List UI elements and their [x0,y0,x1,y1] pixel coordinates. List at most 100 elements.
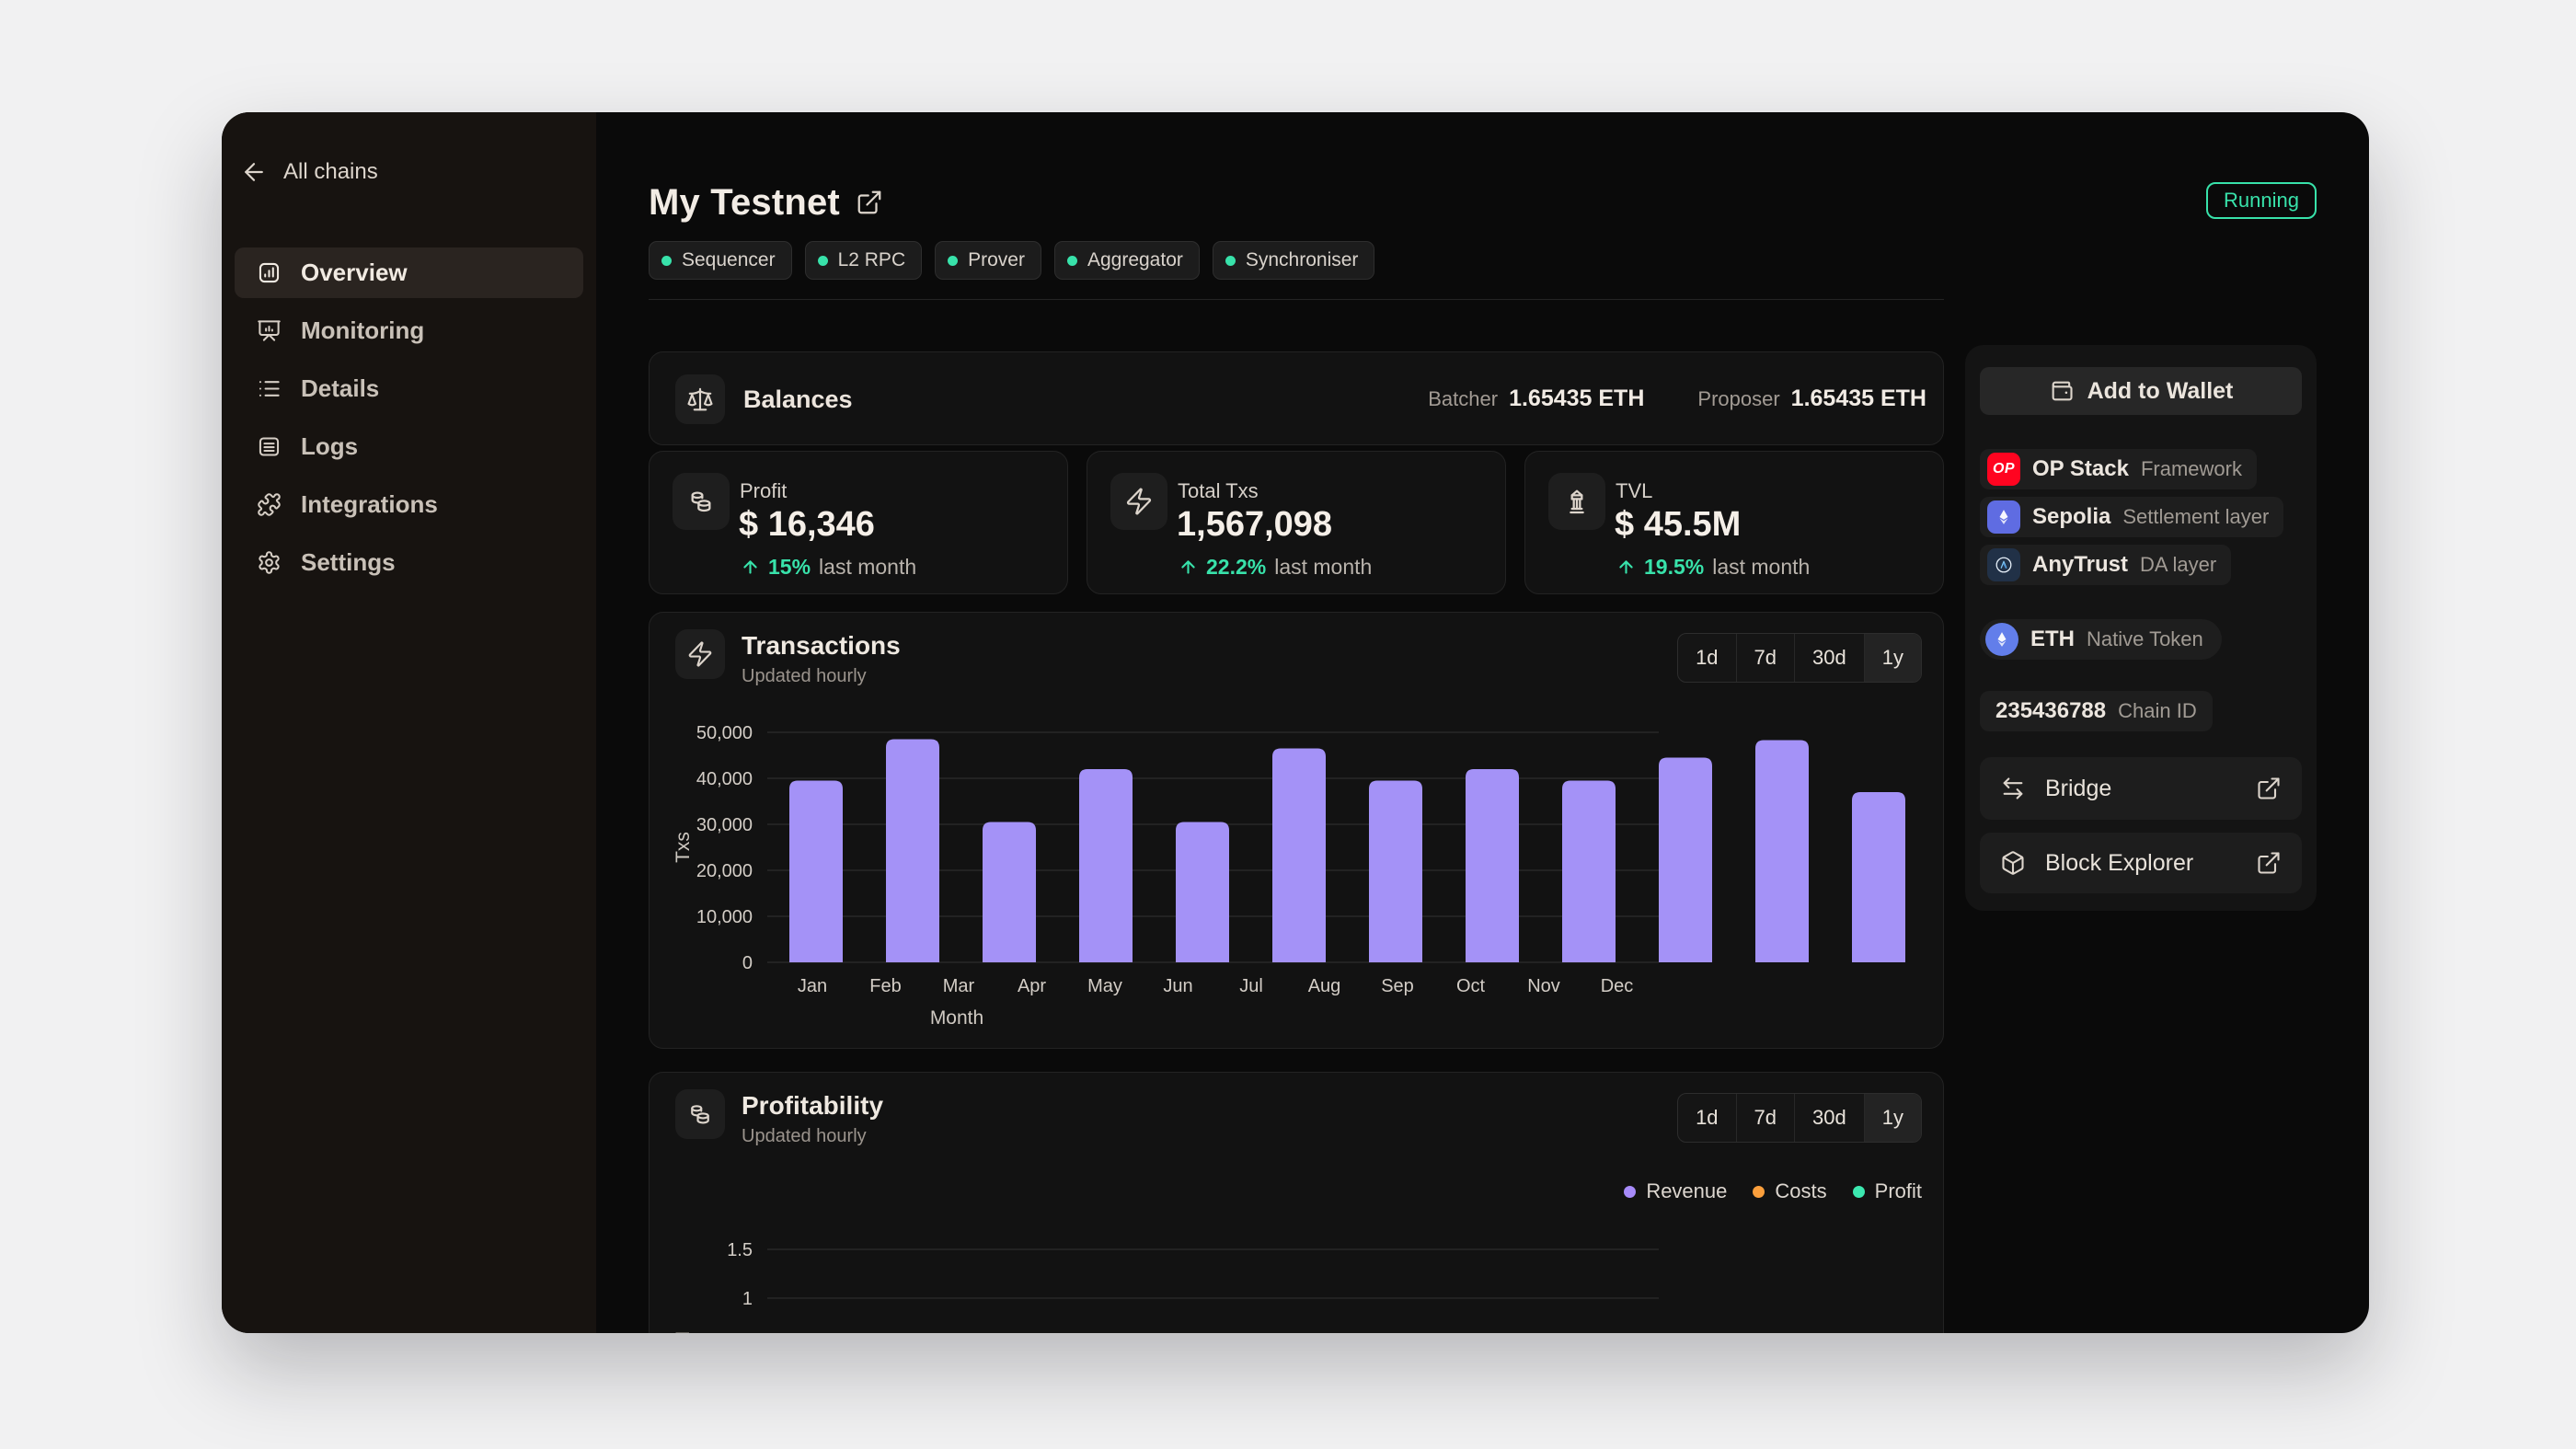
stat-card-profit: Profit $ 16,346 15% last month [649,451,1068,594]
legend-dot [1624,1185,1637,1198]
svg-text:Aug: Aug [1308,976,1341,996]
chip-da-layer: AnyTrust DA layer [1980,545,2232,585]
stat-value: $ 45.5M [1615,505,1742,544]
transactions-bar-chart: 0 10,000 20,000 30,000 40,000 50,000 Jan Feb Mar… [673,723,1905,1029]
coins-icon [691,1105,709,1124]
stat-trend: 22.2% last month [1179,555,1372,580]
svg-text:Sep: Sep [1381,976,1414,996]
sidebar-item-monitoring[interactable]: Monitoring [235,305,583,356]
sidebar-item-details[interactable]: Details [235,363,583,414]
tag-l2rpc: L2 RPC [804,241,923,280]
svg-text:Jan: Jan [798,976,827,996]
external-link-icon[interactable] [856,189,883,216]
tx-range-switcher: 1d 7d 30d 1y [1677,633,1922,683]
op-stack-logo: OP [1987,453,2020,486]
sepolia-logo [1987,500,2020,534]
puzzle-icon [258,493,281,516]
svg-text:Jul: Jul [1239,976,1263,996]
chain-info-panel: Add to Wallet OP OP Stack Framework Sepo… [1965,345,2317,911]
stats-row: Profit $ 16,346 15% last month Total Txs … [649,451,1944,594]
stat-card-tvl: TVL $ 45.5M 19.5% last month [1524,451,1944,594]
sidebar-item-logs[interactable]: Logs [235,421,583,472]
stat-icon-tile [1548,473,1605,530]
tag-prover: Prover [935,241,1041,280]
stat-label: TVL [1616,479,1653,502]
profit-legend: Revenue Costs Profit [1624,1179,1922,1203]
svg-text:Nov: Nov [1527,976,1560,996]
nav-label: Overview [301,259,408,286]
profit-range-switcher: 1d 7d 30d 1y [1677,1093,1922,1143]
zap-icon [688,641,712,667]
range-1d[interactable]: 1d [1696,646,1719,669]
legend-profit: Profit [1852,1179,1922,1203]
svg-text:20,000: 20,000 [696,861,753,881]
header-divider [649,299,1944,300]
chip-settlement-layer: Sepolia Settlement layer [1980,497,2284,537]
balances-card: Balances Batcher 1.65435 ETH Proposer 1.… [649,351,1944,445]
tag-aggregator: Aggregator [1053,241,1200,280]
anytrust-logo [1987,548,2020,581]
profitability-subtitle: Updated hourly [742,1126,867,1146]
svg-text:50,000: 50,000 [696,723,753,743]
page-title: My Testnet [649,181,840,223]
svg-text:0: 0 [742,953,753,973]
sidebar: All chains Overview Monitoring Details L… [222,112,596,1333]
transactions-card: Transactions Updated hourly 1d 7d 30d 1y… [649,612,1944,1049]
app-window: All chains Overview Monitoring Details L… [222,112,2369,1333]
profitability-title: Profitability [742,1091,884,1120]
transactions-subtitle: Updated hourly [742,666,867,686]
tag-sequencer: Sequencer [649,241,792,280]
balances-icon-tile [675,374,725,424]
anytrust-icon [1995,557,2012,573]
nav-label: Details [301,374,380,402]
component-tags: Sequencer L2 RPC Prover Aggregator Synch… [649,241,1944,280]
eth-diamond-icon [1999,510,2008,524]
range-1d[interactable]: 1d [1696,1106,1719,1129]
proposer-balance: Proposer 1.65435 ETH [1697,385,1926,411]
presentation-icon [258,320,281,341]
add-to-wallet-button[interactable]: Add to Wallet [1980,367,2302,415]
chip-framework: OP OP Stack Framework [1980,449,2257,489]
sidebar-item-overview[interactable]: Overview [235,247,583,298]
status-badge: Running [2206,182,2317,219]
arrow-up-icon [1181,560,1195,574]
status-dot [817,255,828,266]
range-30d[interactable]: 30d [1794,634,1864,682]
svg-text:Mar: Mar [943,976,975,996]
chip-chain-id: 235436788 Chain ID [1980,691,2213,731]
back-to-all-chains[interactable]: All chains [240,158,378,186]
sidebar-item-settings[interactable]: Settings [235,537,583,588]
transactions-icon-tile [675,629,725,679]
status-dot [948,255,959,266]
range-7d[interactable]: 7d [1735,634,1794,682]
range-30d[interactable]: 30d [1794,1094,1864,1142]
range-7d[interactable]: 7d [1735,1094,1794,1142]
legend-revenue: Revenue [1624,1179,1727,1203]
svg-text:1.5: 1.5 [727,1240,753,1260]
sidebar-nav: Overview Monitoring Details Logs Integra… [235,247,583,588]
bridge-link[interactable]: Bridge [1980,757,2302,820]
range-1y[interactable]: 1y [1863,634,1921,682]
legend-dot [1852,1185,1865,1198]
svg-text:Feb: Feb [869,976,901,996]
sidebar-item-integrations[interactable]: Integrations [235,479,583,530]
svg-text:Dec: Dec [1601,976,1634,996]
bar-chart-icon [259,262,280,283]
profitability-icon-tile [675,1089,725,1139]
range-1y[interactable]: 1y [1863,1094,1921,1142]
svg-text:10,000: 10,000 [696,907,753,927]
external-link-icon [2258,852,2280,874]
balances-title: Balances [743,385,853,413]
list-icon [259,381,280,397]
block-explorer-link[interactable]: Block Explorer [1980,833,2302,893]
legend-costs: Costs [1753,1179,1827,1203]
nav-label: Settings [301,548,396,576]
swap-arrows-icon [2003,777,2023,799]
status-dot [1225,255,1236,266]
gear-icon [259,551,280,574]
main-content: My Testnet Sequencer L2 RPC Prover Aggre… [649,112,1944,1333]
back-label: All chains [283,159,378,184]
stat-icon-tile [673,473,730,530]
svg-text:May: May [1087,976,1122,996]
